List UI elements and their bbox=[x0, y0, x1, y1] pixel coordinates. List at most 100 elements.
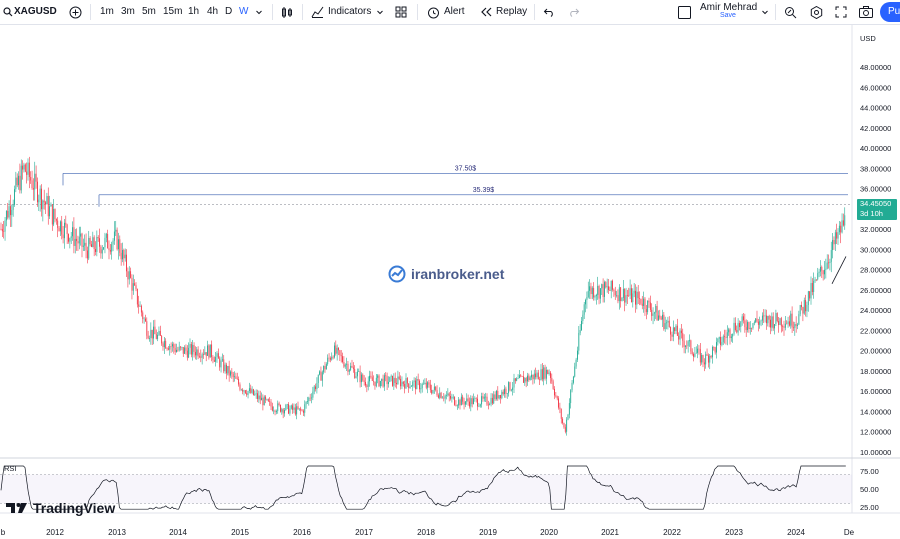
candle-body bbox=[18, 175, 19, 186]
checkbox-icon[interactable] bbox=[677, 4, 691, 20]
candle-body bbox=[523, 376, 524, 383]
layouts-grid-icon[interactable] bbox=[394, 4, 408, 20]
alert-clock-icon[interactable] bbox=[426, 4, 440, 20]
candle-body bbox=[695, 352, 697, 354]
candle-body bbox=[483, 396, 485, 399]
candle-body bbox=[460, 396, 462, 406]
interval-3m[interactable]: 3m bbox=[121, 6, 135, 17]
candle-body bbox=[358, 371, 360, 372]
candle-body bbox=[675, 325, 677, 332]
compare-add-icon[interactable] bbox=[68, 4, 82, 20]
candle-body bbox=[643, 298, 645, 306]
interval-4h[interactable]: 4h bbox=[207, 6, 219, 17]
chevron-down-icon[interactable] bbox=[375, 4, 385, 20]
candles-icon[interactable] bbox=[280, 4, 294, 20]
interval-5m[interactable]: 5m bbox=[142, 6, 156, 17]
replay-rewind-icon[interactable] bbox=[479, 4, 493, 20]
candle-body bbox=[421, 384, 423, 389]
watermark-logo-icon bbox=[388, 265, 406, 283]
indicators-icon[interactable] bbox=[310, 4, 324, 20]
price-scale[interactable]: 48.00000 46.00000 44.00000 42.00000 40.00000… bbox=[0, 25, 900, 514]
chevron-down-icon[interactable] bbox=[760, 4, 770, 20]
publish-button[interactable]: Pu bbox=[880, 2, 900, 22]
interval-1h[interactable]: 1h bbox=[188, 6, 200, 17]
candle-body bbox=[342, 356, 343, 363]
last-price-badge: 34.45050 3d 10h bbox=[857, 199, 897, 220]
fullscreen-icon[interactable] bbox=[834, 4, 848, 20]
candle-body bbox=[629, 288, 631, 296]
candle-body bbox=[73, 227, 75, 246]
candle-body bbox=[130, 271, 132, 278]
candle-body bbox=[740, 321, 742, 328]
candle-body bbox=[320, 371, 322, 381]
watermark-text: iranbroker.net bbox=[411, 266, 505, 282]
candle-body bbox=[378, 375, 380, 387]
interval-15m[interactable]: 15m bbox=[163, 6, 183, 17]
candle-body bbox=[373, 380, 375, 382]
candle-body bbox=[824, 269, 825, 275]
candle-body bbox=[473, 398, 474, 405]
price-tick-label: 16.00000 bbox=[860, 387, 891, 396]
candle-body bbox=[621, 297, 623, 301]
candle-body bbox=[57, 220, 59, 228]
replay-button[interactable]: Replay bbox=[496, 6, 528, 17]
quick-search-icon[interactable] bbox=[783, 4, 797, 20]
chevron-down-icon[interactable] bbox=[254, 4, 264, 20]
candle-body bbox=[250, 388, 252, 393]
year-tick-label: 2017 bbox=[355, 528, 373, 537]
candle-body bbox=[186, 350, 188, 358]
candle-body bbox=[143, 318, 145, 320]
candle-body bbox=[181, 347, 183, 348]
symbol-name[interactable]: XAGUSD bbox=[14, 6, 57, 17]
alert-button[interactable]: Alert bbox=[444, 6, 465, 17]
candle-body bbox=[478, 406, 480, 407]
rsi-tick-label: 50.00 bbox=[860, 485, 879, 494]
candle-body bbox=[417, 378, 419, 381]
camera-snapshot-icon[interactable] bbox=[858, 4, 874, 20]
candle-body bbox=[359, 371, 361, 383]
time-scale[interactable]: b 2012 2013 2014 2015 2016 2017 2018 2019 2020 202… bbox=[1, 528, 855, 537]
candle-body bbox=[821, 266, 823, 271]
tradingview-logo[interactable]: TradingView bbox=[6, 500, 115, 516]
candle-body bbox=[109, 249, 111, 252]
candle-body bbox=[61, 221, 63, 235]
settings-gear-icon[interactable] bbox=[809, 4, 823, 20]
horizontal-levels[interactable]: 37.50$ 35.39$ bbox=[0, 165, 852, 207]
candle-body bbox=[12, 204, 14, 210]
candle-body bbox=[135, 285, 137, 289]
candle-body bbox=[585, 299, 586, 305]
candle-body bbox=[325, 364, 327, 370]
candle-body bbox=[204, 352, 206, 355]
candle-body bbox=[184, 347, 186, 354]
candle-body bbox=[217, 353, 219, 359]
save-label[interactable]: Save bbox=[720, 12, 736, 19]
candle-body bbox=[53, 208, 55, 225]
interval-1m[interactable]: 1m bbox=[100, 6, 114, 17]
user-name[interactable]: Amir Mehrad bbox=[700, 2, 758, 13]
candle-body bbox=[725, 337, 727, 338]
candle-body bbox=[730, 336, 732, 339]
chart-canvas[interactable]: 48.00000 46.00000 44.00000 42.00000 40.00000… bbox=[0, 25, 900, 539]
indicators-button[interactable]: Indicators bbox=[328, 6, 372, 17]
year-tick-label: 2015 bbox=[231, 528, 249, 537]
undo-icon[interactable] bbox=[542, 4, 556, 20]
candle-body bbox=[776, 313, 778, 322]
candle-body bbox=[270, 401, 272, 407]
candle-body bbox=[598, 286, 600, 299]
interval-w[interactable]: W bbox=[239, 6, 249, 17]
candle-body bbox=[46, 196, 48, 205]
candle-body bbox=[22, 165, 24, 170]
candle-body bbox=[706, 354, 708, 356]
rsi-pane[interactable]: 75.00 50.00 25.00 bbox=[0, 465, 879, 512]
candle-body bbox=[163, 340, 165, 348]
symbol-search-icon[interactable] bbox=[2, 4, 14, 20]
candle-body bbox=[728, 329, 730, 333]
interval-d[interactable]: D bbox=[225, 6, 233, 17]
currency-label[interactable]: USD bbox=[860, 34, 876, 43]
redo-icon[interactable] bbox=[567, 4, 581, 20]
candle-body bbox=[196, 349, 198, 356]
candle-body bbox=[123, 250, 125, 259]
candle-body bbox=[292, 405, 294, 410]
candles-series[interactable] bbox=[0, 156, 847, 436]
price-tick-label: 36.00000 bbox=[860, 185, 891, 194]
